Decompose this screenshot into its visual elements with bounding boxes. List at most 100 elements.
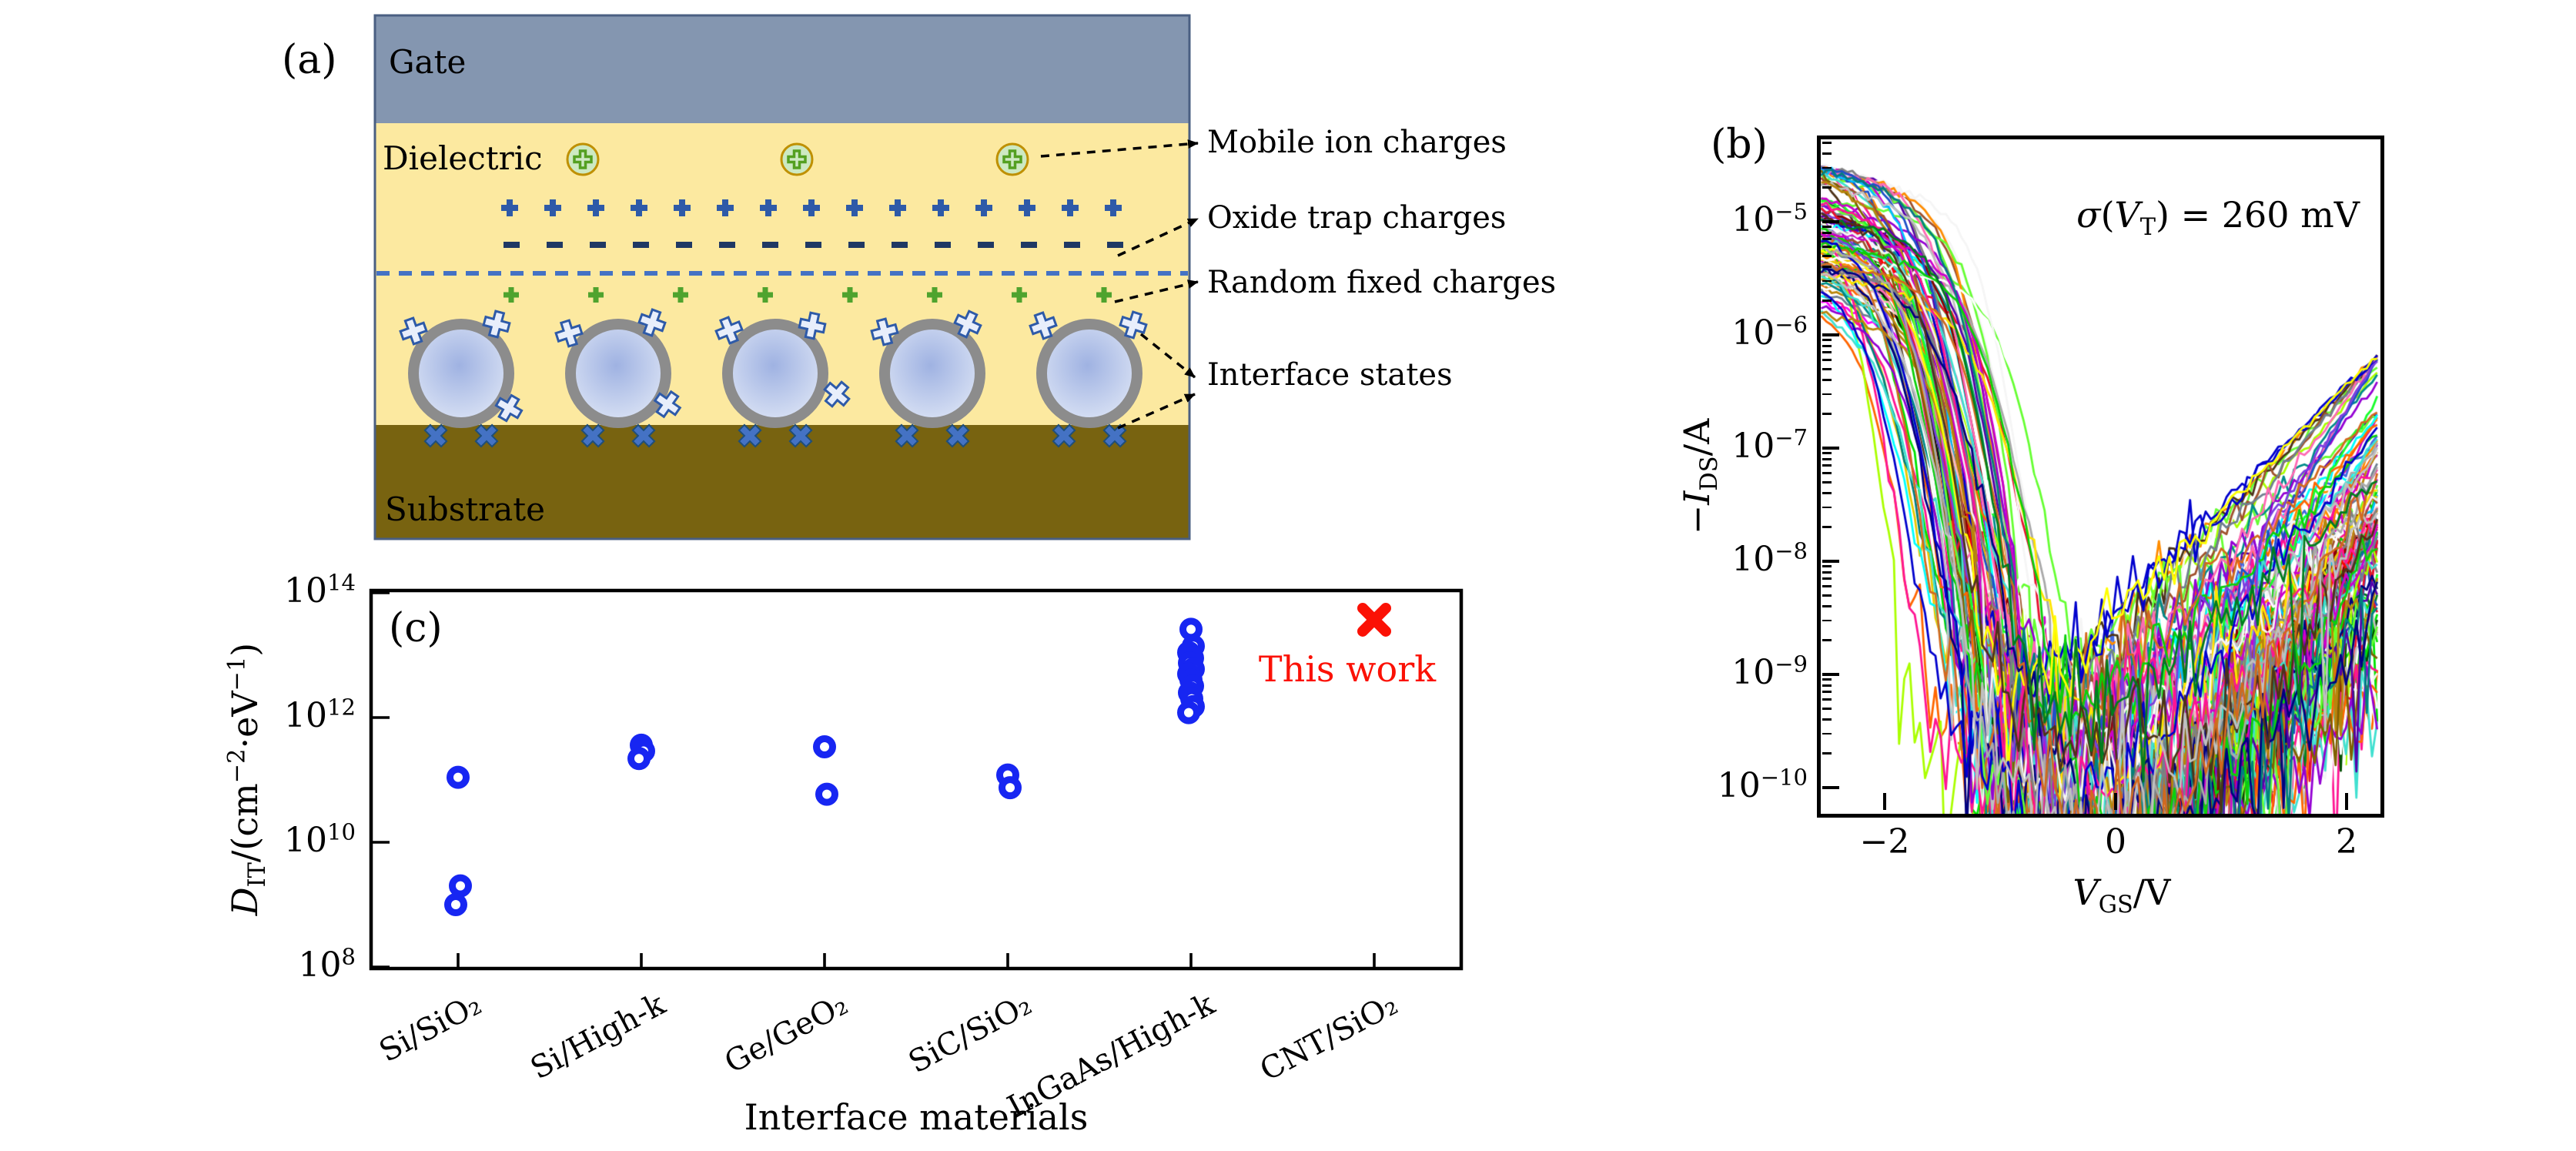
- minus-icon: [978, 242, 994, 248]
- mobile-ion-icon: [780, 142, 814, 176]
- minus-icon: [935, 242, 951, 248]
- nanotube-cross-section: [1036, 319, 1142, 428]
- plus-icon: [953, 309, 982, 339]
- y-minor-tick: [1822, 254, 1832, 257]
- plus-icon: [1052, 423, 1076, 448]
- nanotube-cross-section: [565, 319, 671, 428]
- schematic-border: [373, 14, 1191, 540]
- x-tick-label: 0: [2105, 822, 2126, 862]
- plus-icon: [1119, 310, 1148, 340]
- legend-label: Random fixed charges: [1207, 265, 1555, 300]
- y-major-tick: [1822, 447, 1839, 450]
- y-tick-label: 108: [298, 943, 356, 985]
- y-minor-tick: [1822, 619, 1832, 622]
- plus-icon: [798, 311, 827, 340]
- y-tick-label: 10−7: [1731, 424, 1808, 466]
- panel-b-sigma-annotation: σ(VT) = 260 mV: [2076, 194, 2360, 242]
- y-minor-tick: [1822, 752, 1832, 755]
- y-minor-tick: [1822, 393, 1832, 396]
- plus-icon: [932, 199, 949, 216]
- minus-icon: [633, 242, 649, 248]
- data-point-literature: [444, 893, 467, 916]
- plus-icon: [587, 199, 604, 216]
- panel-c-this-work-label: This work: [1258, 648, 1437, 690]
- y-minor-tick: [1822, 506, 1832, 509]
- plus-icon: [760, 199, 777, 216]
- nanotube-cross-section: [408, 319, 514, 428]
- plus-icon: [637, 308, 667, 337]
- plus-icon: [758, 287, 773, 303]
- plus-icon: [975, 199, 992, 216]
- panel-b-plot-frame: [1817, 136, 2384, 818]
- y-minor-tick: [1822, 246, 1832, 248]
- y-major-tick: [1822, 560, 1839, 563]
- plus-icon: [717, 199, 734, 216]
- annotation-arrow: [1139, 333, 1196, 379]
- y-minor-tick: [1822, 594, 1832, 597]
- y-minor-tick: [1822, 691, 1832, 694]
- y-minor-tick: [1822, 152, 1832, 155]
- y-minor-tick: [1822, 457, 1832, 460]
- x-tick-label: 2: [2336, 822, 2357, 862]
- y-minor-tick: [1822, 413, 1832, 416]
- plus-icon: [846, 199, 863, 216]
- plus-icon: [554, 319, 584, 348]
- gate-layer: [375, 15, 1189, 123]
- y-minor-tick: [1822, 526, 1832, 529]
- y-tick-label: 1012: [284, 694, 356, 735]
- minus-icon: [762, 242, 778, 248]
- panel-a-schematic: (a) Gate Dielectric Substrate Mobile ion cha…: [282, 14, 1555, 540]
- y-minor-tick: [1822, 186, 1832, 189]
- y-minor-tick: [1822, 678, 1832, 681]
- panel-b-curves-canvas: [1821, 139, 2380, 814]
- y-minor-tick: [1822, 707, 1832, 710]
- plus-icon: [945, 423, 970, 448]
- mobile-ion-icon: [995, 142, 1029, 176]
- y-minor-tick: [1822, 452, 1832, 455]
- y-minor-tick: [1822, 238, 1832, 241]
- plus-icon: [895, 423, 919, 448]
- y-major-tick: [1822, 220, 1839, 223]
- x-major-tick: [2114, 793, 2117, 810]
- y-minor-tick: [1822, 570, 1832, 574]
- plus-icon: [588, 287, 604, 303]
- legend-label: Interface states: [1207, 357, 1453, 393]
- y-major-tick: [1822, 333, 1839, 336]
- y-minor-tick: [1822, 344, 1832, 347]
- plus-icon: [788, 423, 813, 448]
- plus-icon: [1012, 287, 1027, 303]
- data-point-literature: [627, 747, 651, 771]
- y-major-tick: [1822, 673, 1839, 676]
- mobile-ion-icon: [566, 142, 600, 176]
- minus-icon: [848, 242, 865, 248]
- y-minor-tick: [1822, 367, 1832, 370]
- minus-icon: [547, 242, 563, 248]
- plus-icon: [738, 423, 762, 448]
- panel-a-label: (a): [282, 37, 337, 83]
- plus-icon: [1102, 423, 1127, 448]
- y-tick-label: 1010: [284, 818, 356, 860]
- panel-b-xlabel: VGS/V: [2073, 872, 2171, 919]
- plus-icon: [842, 287, 858, 303]
- legend-label: Mobile ion charges: [1207, 125, 1507, 160]
- nanotube-cross-section: [722, 319, 828, 428]
- y-minor-tick: [1822, 279, 1832, 283]
- y-minor-tick: [1822, 141, 1832, 144]
- plus-icon: [927, 287, 942, 303]
- minus-icon: [892, 242, 908, 248]
- gate-label: Gate: [389, 43, 466, 81]
- y-minor-tick: [1822, 480, 1832, 483]
- minus-icon: [1107, 242, 1123, 248]
- y-minor-tick: [1822, 464, 1832, 467]
- plus-icon: [631, 199, 647, 216]
- y-tick-label: 10−9: [1731, 651, 1808, 692]
- y-minor-tick: [1822, 359, 1832, 361]
- x-major-tick: [2345, 793, 2348, 810]
- y-major-tick: [1822, 786, 1839, 789]
- plus-icon: [823, 380, 851, 408]
- minus-icon: [1064, 242, 1080, 248]
- y-minor-tick: [1822, 577, 1832, 581]
- plus-icon: [1019, 199, 1035, 216]
- panel-c-xlabel: Interface materials: [744, 1096, 1089, 1138]
